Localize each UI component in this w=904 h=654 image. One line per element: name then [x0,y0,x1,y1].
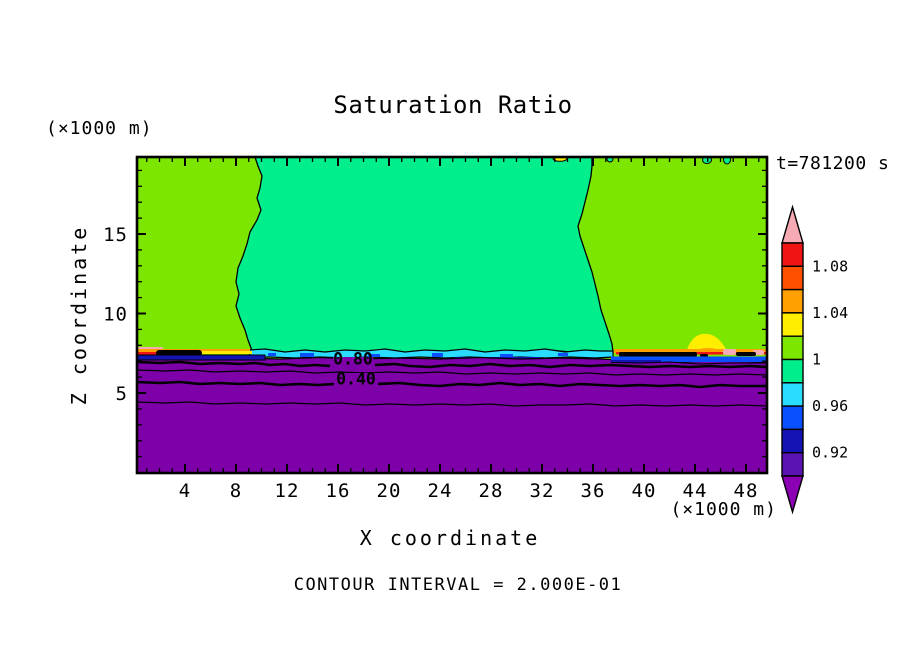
colorbar-segment [781,242,804,267]
x-tick-label: 32 [530,480,555,502]
colorbar-label: 1.04 [812,304,848,322]
colorbar-segment [781,312,804,337]
x-tick-label: 12 [275,480,300,502]
plot-area: 0.80 0.40 [137,157,767,473]
colorbar-label: 0.92 [812,444,848,462]
y-tick-label: 10 [103,304,128,326]
y-tick-label: 15 [103,224,128,246]
x-tick-label: 16 [326,480,351,502]
chart-title: Saturation Ratio [333,91,572,119]
y-tick-label: 5 [116,383,128,405]
band-left-streaks [137,347,266,361]
top-blob-teal [702,157,712,164]
y-axis-label: Z coordinate [67,225,91,406]
region-center-teal [235,157,614,354]
colorbar-segment [781,265,804,291]
x-tick-label: 44 [683,480,708,502]
colorbar-segment [781,405,804,431]
x-tick-label: 28 [479,480,504,502]
y-tick-labels: 15 10 5 [103,224,128,405]
colorbar-segment [781,428,804,454]
colorbar-segments [781,242,804,477]
colorbar-segment [781,452,804,477]
band-right-streaks [610,333,767,365]
line-contours [137,360,767,407]
y-axis-unit: (×1000 m) [46,118,153,139]
plot-frame [135,155,769,475]
x-axis-unit: (×1000 m) [670,499,777,520]
contour-label-080: 0.80 [333,350,373,369]
top-blob-teal [723,157,731,165]
x-tick-label: 4 [179,480,191,502]
colorbar-arrow-top [781,204,804,244]
colorbar-label: 1 [812,351,821,369]
x-tick-label: 40 [632,480,657,502]
colorbar-segment [781,335,804,361]
x-tick-labels: 4 8 12 16 20 24 28 32 36 40 44 48 [179,480,759,502]
x-tick-label: 48 [734,480,759,502]
x-tick-label: 8 [230,480,242,502]
colorbar-label: 1.08 [812,257,848,275]
contour-interval-note: CONTOUR INTERVAL = 2.000E-01 [294,575,623,595]
time-label: t=781200 s [776,153,889,174]
contour-label-halo [336,373,377,386]
x-axis-label: X coordinate [360,526,541,550]
x-tick-label: 24 [428,480,453,502]
x-tick-label: 20 [377,480,402,502]
colorbar-segment [781,382,804,407]
colorbar-arrow-bottom [781,475,804,515]
colorbar-label: 0.96 [812,397,848,415]
band-blue-specks [268,353,568,357]
colorbar-segment [781,288,804,314]
x-tick-label: 36 [581,480,606,502]
contour-label-halo [333,357,373,367]
colorbar-segment [781,358,804,384]
colorbar-labels: 1.08 1.04 1 0.96 0.92 [812,257,848,461]
contour-label-040: 0.40 [336,370,376,389]
colorbar: 1.08 1.04 1 0.96 0.92 [781,204,848,515]
